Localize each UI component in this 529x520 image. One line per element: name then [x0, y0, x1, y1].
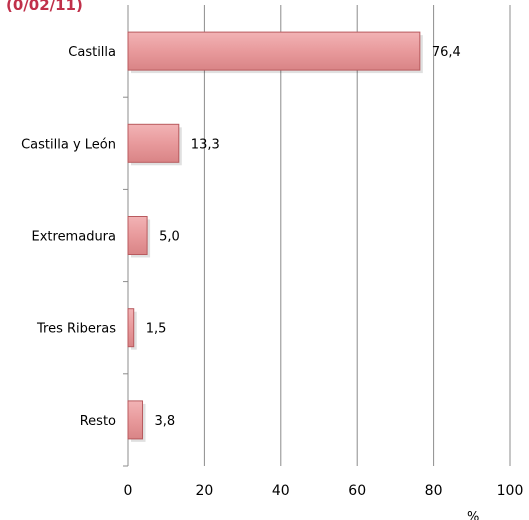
data-label: 3,8 — [155, 414, 176, 429]
bar — [127, 308, 135, 348]
bar — [127, 31, 421, 71]
bar — [127, 216, 148, 255]
category-label: Resto — [80, 414, 116, 429]
bar — [127, 123, 180, 163]
x-tick-label: 100 — [497, 483, 524, 499]
data-label: 5,0 — [159, 230, 180, 245]
x-tick-label: 60 — [348, 483, 366, 499]
bar — [127, 400, 144, 440]
data-label: 1,5 — [146, 322, 167, 337]
category-label: Castilla — [68, 45, 116, 60]
category-label: Extremadura — [32, 230, 117, 245]
x-axis-unit-label: % — [467, 510, 479, 520]
category-label: Castilla y León — [21, 137, 116, 152]
gridlines — [203, 5, 511, 466]
axes — [123, 5, 129, 467]
chart-title: (0/02/11) — [6, 0, 83, 14]
category-label: Tres Riberas — [36, 322, 116, 337]
x-tick-label: 20 — [195, 483, 213, 499]
data-label: 13,3 — [191, 137, 220, 152]
data-label: 76,4 — [432, 45, 461, 60]
x-tick-label: 40 — [272, 483, 290, 499]
bars — [127, 31, 423, 442]
x-tick-label: 80 — [425, 483, 443, 499]
x-tick-label: 0 — [124, 483, 133, 499]
labels: 0 20 40 60 80 100 Castilla 76,4 Castilla y León 1… — [21, 45, 523, 499]
